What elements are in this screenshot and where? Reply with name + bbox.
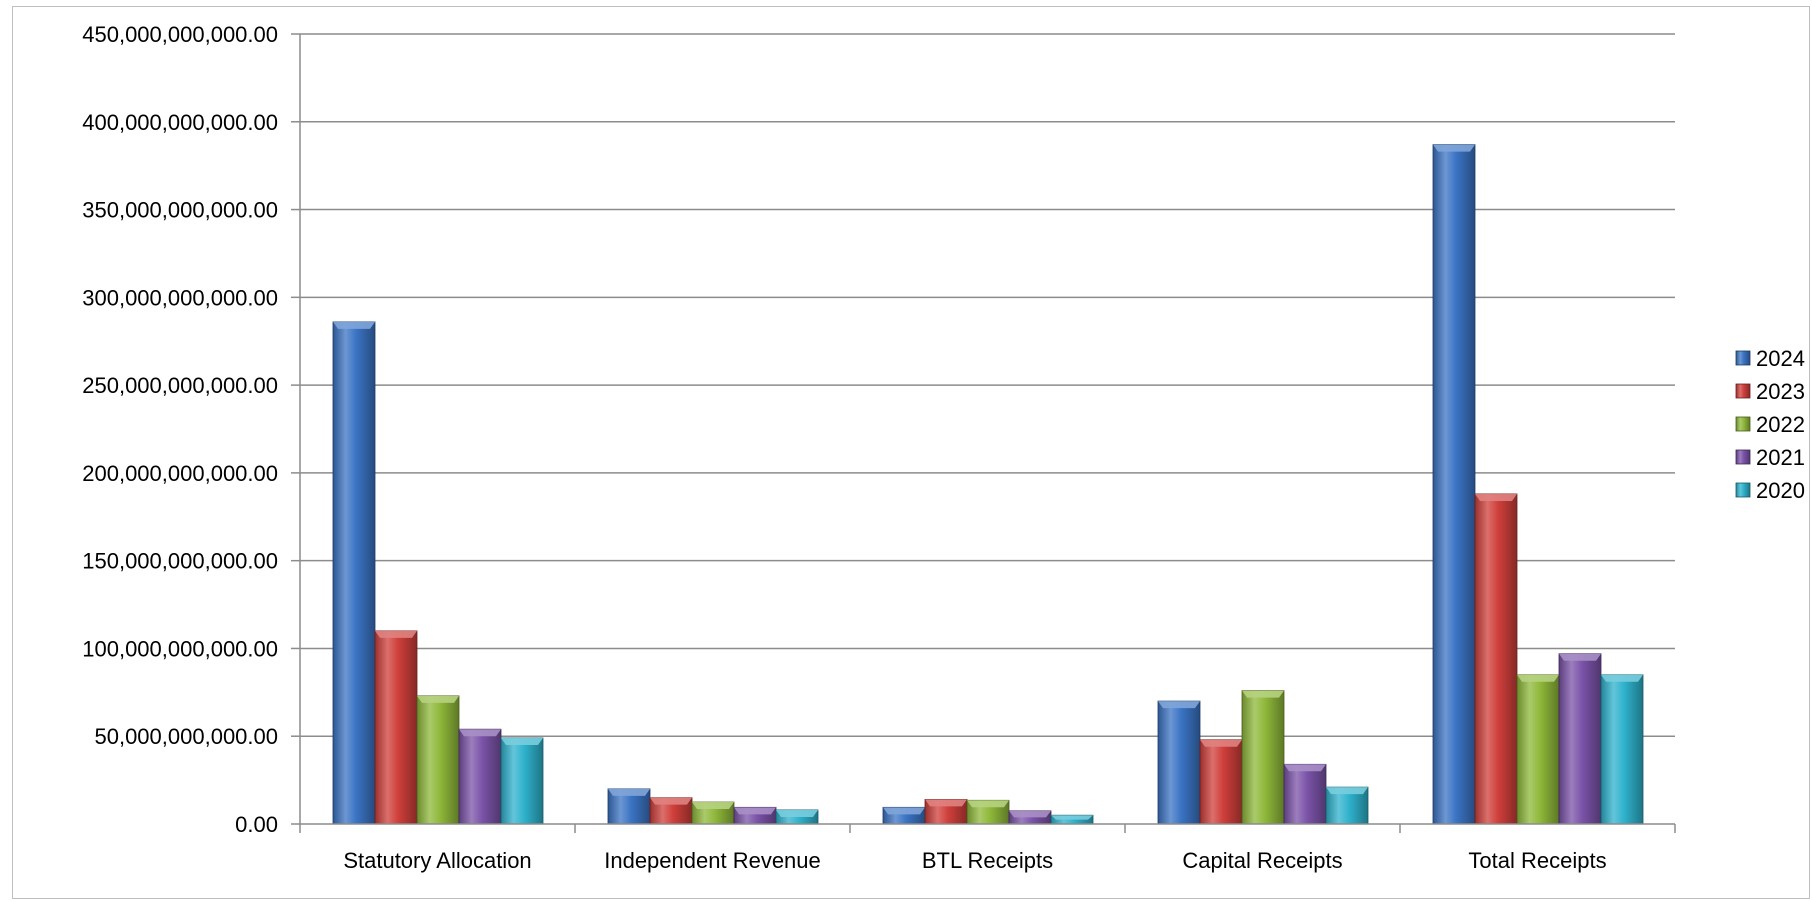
- x-category-label: Capital Receipts: [1182, 848, 1342, 873]
- bar: [416, 695, 460, 825]
- y-tick-label: 100,000,000,000.00: [82, 636, 278, 661]
- y-tick-label: 50,000,000,000.00: [94, 724, 278, 749]
- legend-label: 2023: [1756, 379, 1805, 404]
- legend-swatch: [1735, 482, 1751, 498]
- legend-item: 2020: [1735, 478, 1805, 503]
- bar: [775, 809, 819, 825]
- bar: [1600, 674, 1644, 825]
- x-category-label: BTL Receipts: [922, 848, 1053, 873]
- bar: [1199, 739, 1243, 825]
- bar: [691, 801, 735, 825]
- bar: [966, 799, 1010, 825]
- legend: 2024 2023 2022 2021 2020: [1735, 346, 1805, 503]
- y-tick-label: 150,000,000,000.00: [82, 549, 278, 574]
- x-category-label: Independent Revenue: [604, 848, 821, 873]
- bars: [332, 144, 1644, 825]
- x-axis-category-labels: Statutory Allocation Independent Revenue B…: [343, 848, 1606, 873]
- legend-label: 2020: [1756, 478, 1805, 503]
- bar: [1050, 814, 1094, 825]
- legend-label: 2024: [1756, 346, 1805, 371]
- legend-swatch: [1735, 383, 1751, 399]
- axes: [299, 34, 1676, 833]
- bar: [1283, 763, 1327, 825]
- x-category-label: Total Receipts: [1468, 848, 1606, 873]
- legend-swatch: [1735, 416, 1751, 432]
- bar: [1516, 674, 1560, 825]
- legend-swatch: [1735, 449, 1751, 465]
- y-tick-label: 200,000,000,000.00: [82, 461, 278, 486]
- bar: [1558, 653, 1602, 825]
- bar: [649, 797, 693, 825]
- legend-label: 2022: [1756, 412, 1805, 437]
- bar: [1008, 810, 1052, 825]
- bar: [374, 630, 418, 825]
- legend-item: 2022: [1735, 412, 1805, 437]
- y-tick-label: 0.00: [235, 812, 278, 837]
- bar: [500, 737, 544, 825]
- y-tick-label: 350,000,000,000.00: [82, 198, 278, 223]
- bar: [1325, 786, 1369, 825]
- legend-item: 2023: [1735, 379, 1805, 404]
- bar: [332, 321, 376, 825]
- x-category-label: Statutory Allocation: [343, 848, 531, 873]
- bar: [607, 788, 651, 825]
- y-axis-tick-labels: 0.00 50,000,000,000.00 100,000,000,000.00 1…: [82, 22, 278, 837]
- legend-item: 2024: [1735, 346, 1805, 371]
- y-tick-label: 450,000,000,000.00: [82, 22, 278, 47]
- bar: [1432, 144, 1476, 825]
- bar: [458, 728, 502, 825]
- bar: [1241, 690, 1285, 825]
- y-tick-label: 250,000,000,000.00: [82, 373, 278, 398]
- bar: [924, 799, 968, 825]
- y-tick-label: 300,000,000,000.00: [82, 285, 278, 310]
- legend-item: 2021: [1735, 445, 1805, 470]
- bar: [1474, 493, 1518, 825]
- legend-swatch: [1735, 350, 1751, 366]
- bar: [1157, 700, 1201, 825]
- legend-label: 2021: [1756, 445, 1805, 470]
- bar: [882, 806, 926, 825]
- bar: [733, 806, 777, 825]
- y-tick-label: 400,000,000,000.00: [82, 110, 278, 135]
